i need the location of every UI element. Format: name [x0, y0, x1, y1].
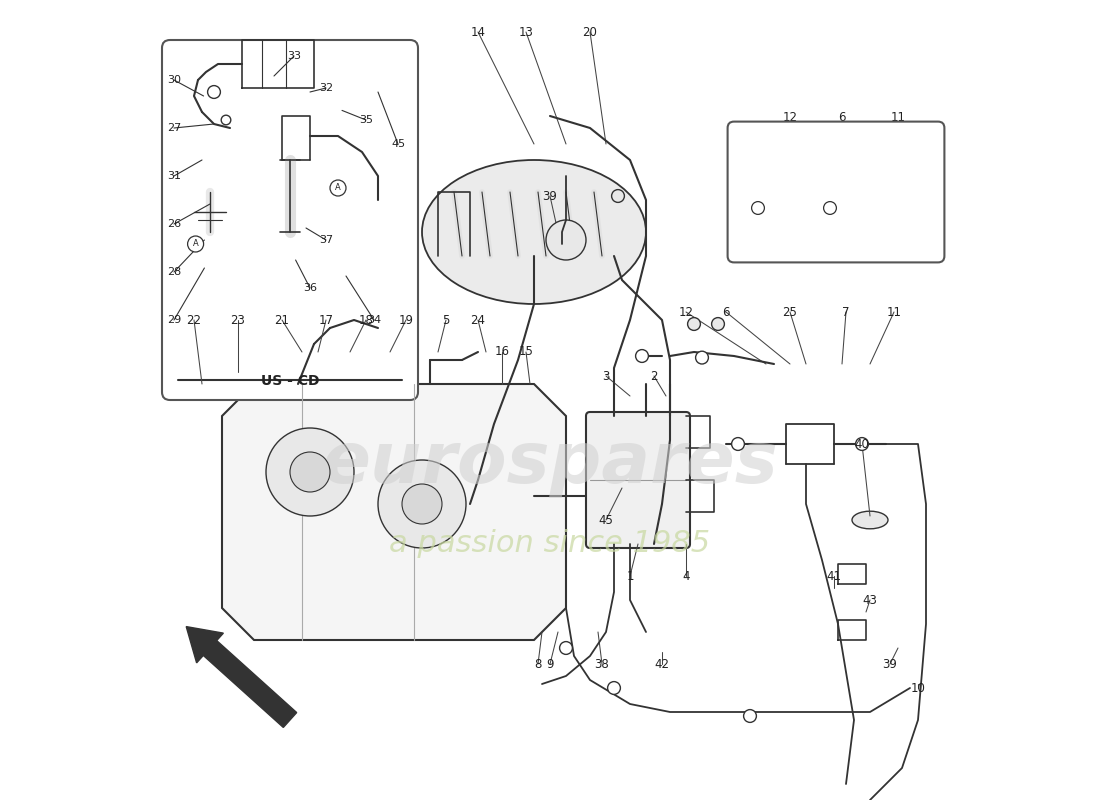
Circle shape [266, 428, 354, 516]
Circle shape [751, 202, 764, 214]
Text: US - CD: US - CD [261, 374, 319, 388]
Text: 10: 10 [911, 682, 925, 694]
Text: 21: 21 [275, 314, 289, 326]
Text: 24: 24 [471, 314, 485, 326]
Text: 32: 32 [319, 83, 333, 93]
Text: 38: 38 [595, 658, 609, 670]
Text: 27: 27 [167, 123, 182, 133]
Circle shape [208, 86, 220, 98]
Text: 17: 17 [319, 314, 333, 326]
Text: 43: 43 [862, 594, 878, 606]
Text: 3: 3 [603, 370, 609, 382]
Text: 11: 11 [891, 111, 905, 124]
Circle shape [402, 484, 442, 524]
Text: 16: 16 [495, 346, 509, 358]
Text: 25: 25 [782, 306, 797, 318]
Circle shape [290, 452, 330, 492]
Text: 36: 36 [302, 283, 317, 293]
Circle shape [546, 220, 586, 260]
Text: eurospares: eurospares [321, 430, 779, 498]
Circle shape [744, 710, 757, 722]
Text: a passion since 1985: a passion since 1985 [389, 530, 711, 558]
Circle shape [221, 115, 231, 125]
Text: 29: 29 [167, 315, 182, 325]
Text: 7: 7 [843, 306, 849, 318]
Circle shape [607, 682, 620, 694]
Polygon shape [222, 384, 566, 640]
Circle shape [612, 190, 625, 202]
Text: 8: 8 [535, 658, 541, 670]
Text: 26: 26 [167, 219, 182, 229]
Text: 45: 45 [598, 514, 614, 526]
Text: 6: 6 [723, 306, 729, 318]
Ellipse shape [852, 511, 888, 529]
Text: 1: 1 [626, 570, 634, 582]
Text: 6: 6 [838, 111, 846, 124]
Text: 12: 12 [679, 306, 693, 318]
Text: 39: 39 [542, 190, 558, 202]
Circle shape [688, 318, 701, 330]
Text: 41: 41 [826, 570, 842, 582]
Text: 31: 31 [167, 171, 182, 181]
Circle shape [188, 236, 204, 252]
Circle shape [636, 350, 648, 362]
Circle shape [824, 202, 836, 214]
Text: 35: 35 [359, 115, 373, 125]
Text: 40: 40 [855, 438, 869, 450]
Text: 18: 18 [359, 314, 373, 326]
Text: 45: 45 [390, 139, 405, 149]
Circle shape [695, 351, 708, 364]
Text: 23: 23 [231, 314, 245, 326]
FancyArrow shape [186, 626, 297, 727]
Text: A: A [336, 183, 341, 193]
Circle shape [560, 642, 572, 654]
Text: 5: 5 [442, 314, 450, 326]
Circle shape [732, 438, 745, 450]
Circle shape [712, 318, 725, 330]
Circle shape [378, 460, 466, 548]
FancyBboxPatch shape [727, 122, 945, 262]
Circle shape [330, 180, 346, 196]
Text: 15: 15 [518, 346, 534, 358]
Text: 14: 14 [471, 26, 485, 38]
Circle shape [856, 438, 868, 450]
Text: 12: 12 [782, 111, 797, 124]
Text: 4: 4 [682, 570, 690, 582]
Text: 22: 22 [187, 314, 201, 326]
Text: 33: 33 [287, 51, 301, 61]
Text: 11: 11 [887, 306, 902, 318]
FancyBboxPatch shape [586, 412, 690, 548]
Text: 30: 30 [167, 75, 182, 85]
Text: 9: 9 [547, 658, 553, 670]
Text: 34: 34 [367, 315, 381, 325]
Text: 28: 28 [167, 267, 182, 277]
FancyBboxPatch shape [162, 40, 418, 400]
Text: A: A [192, 239, 198, 249]
Text: 19: 19 [398, 314, 414, 326]
Ellipse shape [422, 160, 646, 304]
Text: 37: 37 [319, 235, 333, 245]
Text: 39: 39 [882, 658, 898, 670]
Text: 42: 42 [654, 658, 670, 670]
Text: 2: 2 [650, 370, 658, 382]
Text: 20: 20 [583, 26, 597, 38]
Text: 13: 13 [518, 26, 534, 38]
